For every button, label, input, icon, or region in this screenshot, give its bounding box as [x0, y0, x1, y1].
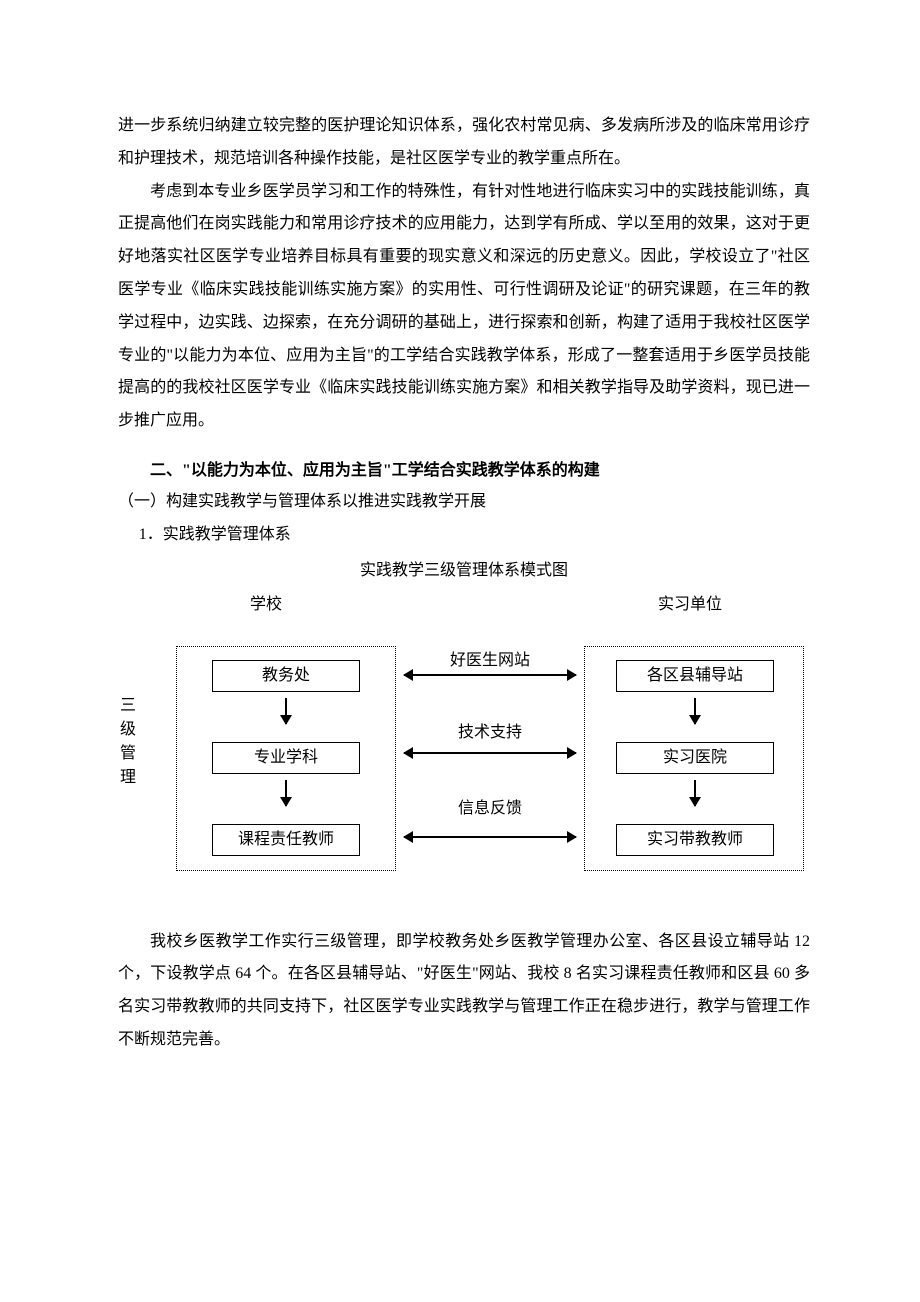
diagram: 教务处专业学科课程责任教师 各区县辅导站实习医院实习带教教师 好医生网站技术支持信息… [164, 646, 804, 876]
diagram-right-arrow-0 [694, 698, 696, 724]
diagram-mid-label-0: 好医生网站 [430, 646, 550, 670]
diagram-right-arrow-1 [694, 780, 696, 806]
diagram-right-node-2: 实习带教教师 [616, 824, 774, 856]
diagram-mid-label-2: 信息反馈 [430, 794, 550, 818]
subheading-1: （一）构建实践教学与管理体系以推进实践教学开展 [118, 486, 810, 519]
diagram-left-node-1: 专业学科 [212, 742, 360, 774]
col-label-unit: 实习单位 [658, 590, 722, 614]
paragraph-2: 考虑到本专业乡医学员学习和工作的特殊性，有针对性地进行临床实习中的实践技能训练，… [118, 176, 810, 438]
diagram-left-node-0: 教务处 [212, 660, 360, 692]
col-label-school: 学校 [250, 590, 282, 614]
diagram-side-label: 三 级 管 理 [120, 694, 136, 790]
diagram-left-arrow-0 [285, 698, 287, 724]
diagram-column-labels: 学校 实习单位 [118, 590, 810, 620]
diagram-mid-label-1: 技术支持 [430, 718, 550, 742]
diagram-right-node-0: 各区县辅导站 [616, 660, 774, 692]
diagram-right-node-1: 实习医院 [616, 742, 774, 774]
paragraph-1: 进一步系统归纳建立较完整的医护理论知识体系，强化农村常见病、多发病所涉及的临床常… [118, 110, 810, 176]
diagram-left-arrow-1 [285, 780, 287, 806]
diagram-harrow-1 [404, 752, 576, 754]
diagram-container: 三 级 管 理 教务处专业学科课程责任教师 各区县辅导站实习医院实习带教教师 好医生… [112, 646, 810, 876]
paragraph-3: 我校乡医教学工作实行三级管理，即学校教务处乡医教学管理办公室、各区县设立辅导站 … [118, 926, 810, 1057]
subheading-2: 1．实践教学管理体系 [118, 519, 810, 552]
section-heading-2: 二、"以能力为本位、应用为主旨"工学结合实践教学体系的构建 [118, 456, 810, 480]
diagram-harrow-2 [404, 836, 576, 838]
diagram-title: 实践教学三级管理体系模式图 [118, 556, 810, 580]
diagram-harrow-0 [404, 674, 576, 676]
diagram-left-node-2: 课程责任教师 [212, 824, 360, 856]
